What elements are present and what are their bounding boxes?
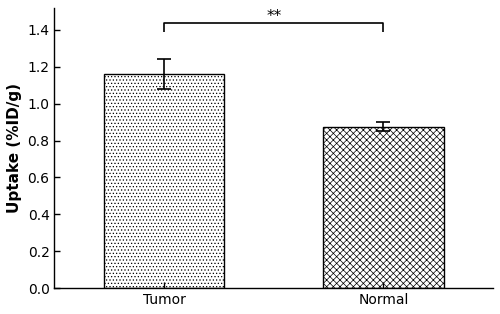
Bar xyxy=(323,127,444,288)
Bar xyxy=(104,74,224,288)
Y-axis label: Uptake (%ID/g): Uptake (%ID/g) xyxy=(7,83,22,213)
Text: **: ** xyxy=(266,9,281,24)
